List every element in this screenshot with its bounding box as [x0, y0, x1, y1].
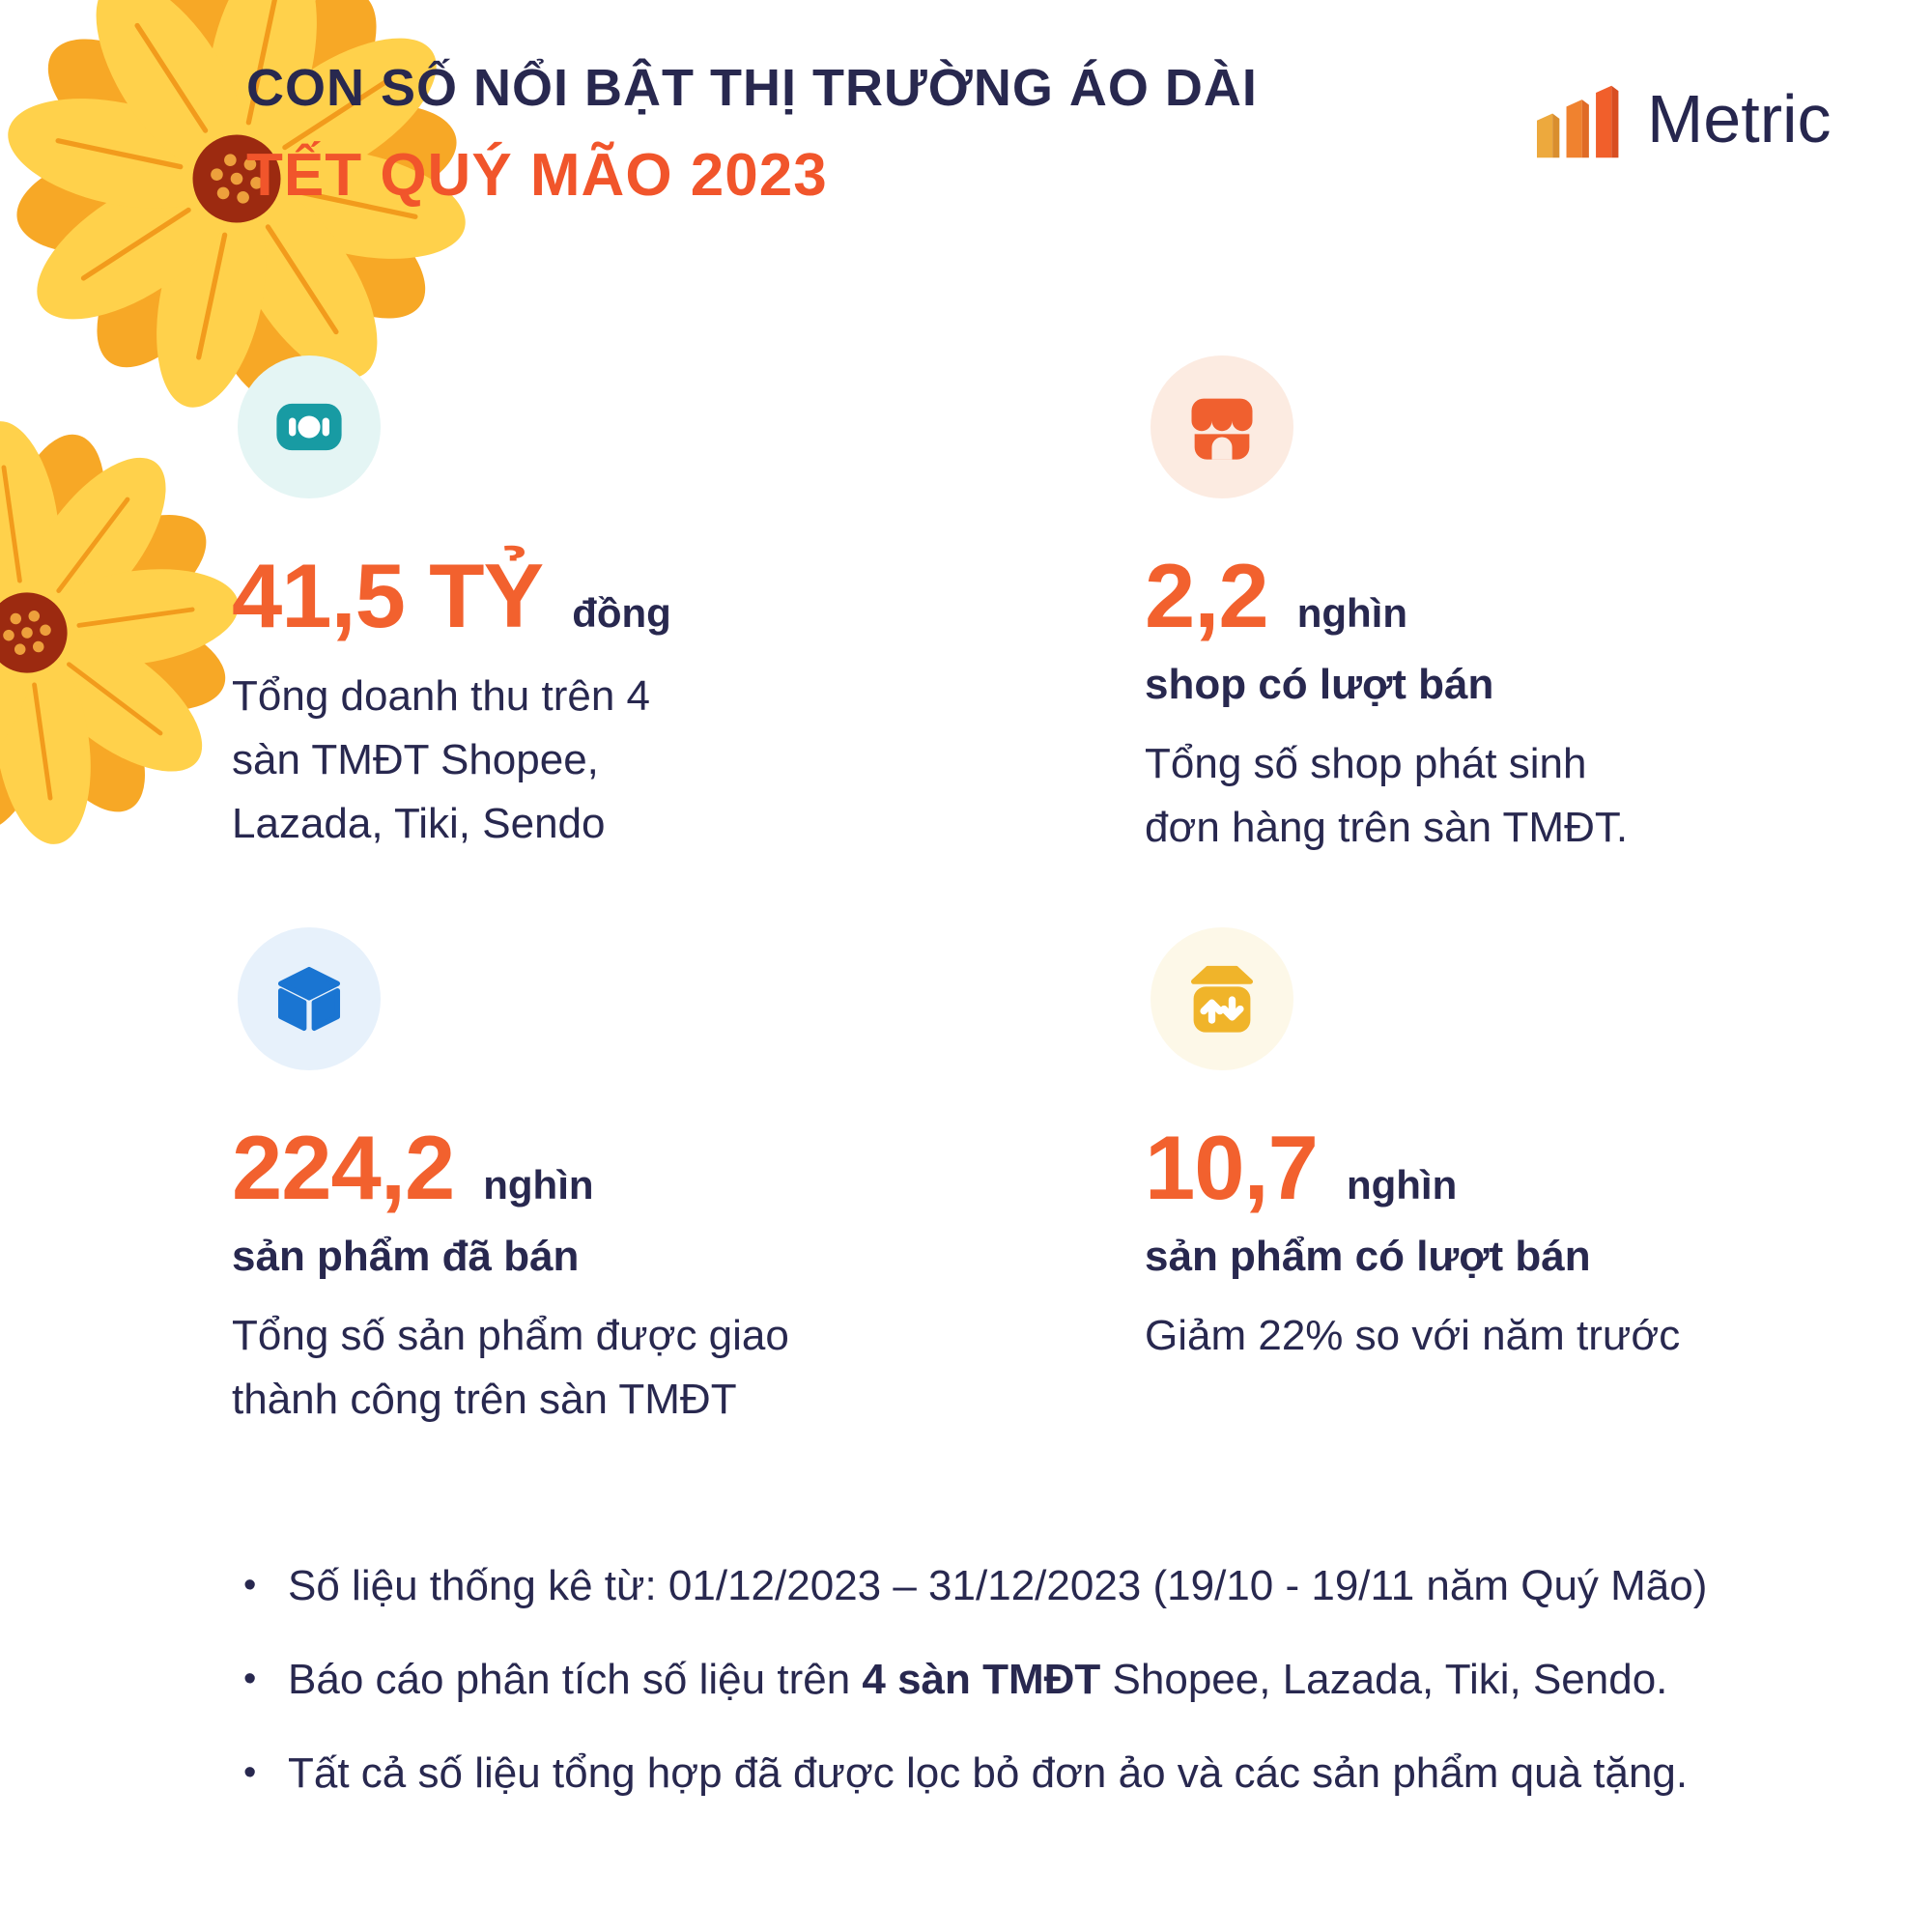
stat-card-revenue: 41,5 TỶ đồng Tổng doanh thu trên 4 sàn T… [232, 355, 1101, 856]
bullet-icon: • [243, 1658, 257, 1699]
stat-label: sản phẩm đã bán [232, 1233, 580, 1280]
stat-description: Tổng doanh thu trên 4 sàn TMĐT Shopee, L… [232, 672, 650, 847]
bullet-icon: • [243, 1565, 257, 1605]
metric-logo-text: Metric [1647, 81, 1832, 156]
footer-notes: • Số liệu thống kê từ: 01/12/2023 – 31/1… [243, 1555, 1750, 1835]
metric-logo: Metric [1531, 75, 1832, 160]
box-arrows-icon [1151, 927, 1293, 1070]
stat-label: shop có lượt bán [1145, 661, 1494, 708]
footer-note-filtering: • Tất cả số liệu tổng hợp đã được lọc bỏ… [243, 1743, 1750, 1804]
footer-note-text: Số liệu thống kê từ: 01/12/2023 – 31/12/… [288, 1562, 1708, 1609]
footer-note-platforms: • Báo cáo phân tích số liệu trên 4 sàn T… [243, 1649, 1750, 1711]
metric-logo-icon [1537, 85, 1619, 158]
stat-value: 41,5 TỶ [232, 545, 544, 646]
stat-description: Giảm 22% so với năm trước [1145, 1312, 1681, 1359]
footer-note-text: Tất cả số liệu tổng hợp đã được lọc bỏ đ… [288, 1748, 1689, 1797]
storefront-icon [1151, 355, 1293, 498]
stat-description: Tổng số sản phẩm được giao thành công tr… [232, 1312, 789, 1423]
stat-unit: nghìn [483, 1162, 594, 1208]
footer-note-bold: 4 sàn TMĐT [862, 1655, 1101, 1703]
stat-label: sản phẩm có lượt bán [1145, 1233, 1591, 1280]
stat-card-products-sold: 224,2 nghìn sản phẩm đã bán Tổng số sản … [232, 927, 1101, 1432]
stat-card-shops: 2,2 nghìn shop có lượt bán Tổng số shop … [1145, 355, 1932, 860]
bullet-icon: • [243, 1751, 257, 1793]
package-cube-icon [238, 927, 381, 1070]
footer-note-period: • Số liệu thống kê từ: 01/12/2023 – 31/1… [243, 1555, 1750, 1617]
stat-description: Tổng số shop phát sinh đơn hàng trên sàn… [1145, 740, 1629, 851]
footer-note-suffix: Shopee, Lazada, Tiki, Sendo. [1100, 1655, 1668, 1703]
stat-value: 224,2 [232, 1117, 455, 1218]
footer-note-text: Báo cáo phân tích số liệu trên 4 sàn TMĐ… [288, 1649, 1667, 1711]
stat-unit: đồng [572, 590, 671, 636]
footer-note-prefix: Báo cáo phân tích số liệu trên [288, 1655, 863, 1703]
stat-unit: nghìn [1346, 1162, 1458, 1208]
stat-value: 2,2 [1145, 545, 1269, 646]
page-title: CON SỐ NỔI BẬT THỊ TRƯỜNG ÁO DÀI [246, 59, 1258, 117]
page-subtitle: TẾT QUÝ MÃO 2023 [246, 142, 828, 209]
stat-unit: nghìn [1296, 590, 1407, 636]
banknote-icon [238, 355, 381, 498]
stat-value: 10,7 [1145, 1117, 1319, 1218]
stat-card-products-with-sales: 10,7 nghìn sản phẩm có lượt bán Giảm 22%… [1145, 927, 1932, 1368]
